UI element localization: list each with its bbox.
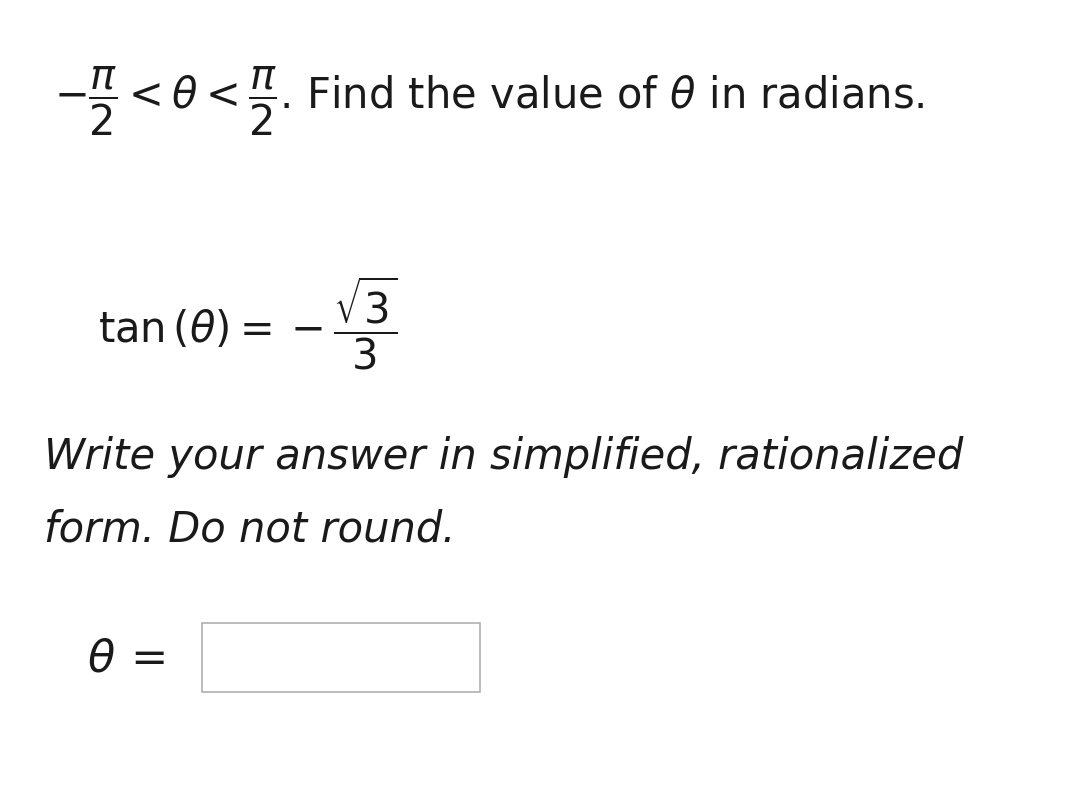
Text: $\mathrm{tan}\,(\theta) = -\dfrac{\sqrt{3}}{3}$: $\mathrm{tan}\,(\theta) = -\dfrac{\sqrt{… [98, 275, 398, 372]
FancyBboxPatch shape [202, 623, 480, 692]
Text: form. Do not round.: form. Do not round. [44, 509, 456, 551]
Text: $\theta\, =$: $\theta\, =$ [87, 637, 165, 681]
Text: $-\dfrac{\pi}{2} < \theta < \dfrac{\pi}{2}$. Find the value of $\theta$ in radia: $-\dfrac{\pi}{2} < \theta < \dfrac{\pi}{… [54, 65, 925, 138]
Text: Write your answer in simplified, rationalized: Write your answer in simplified, rationa… [44, 436, 962, 478]
